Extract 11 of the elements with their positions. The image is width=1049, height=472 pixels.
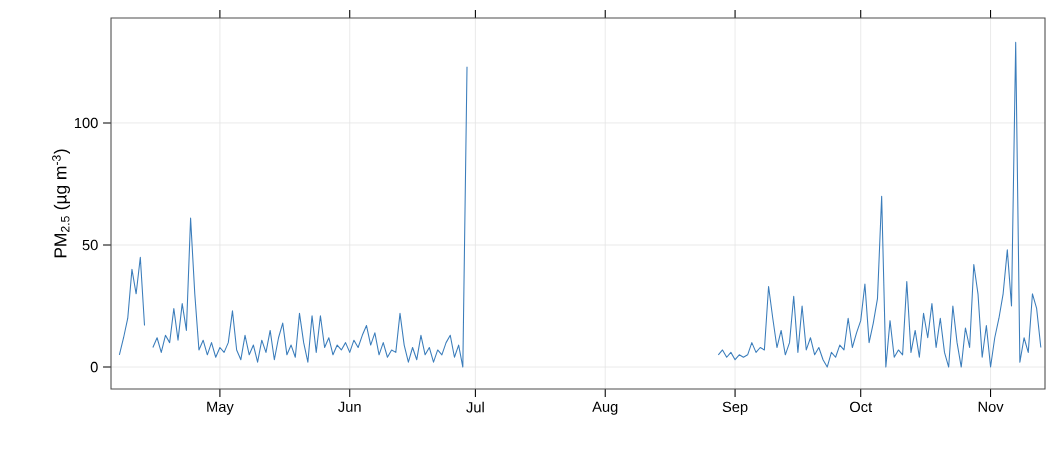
x-tick-label: Sep bbox=[722, 401, 748, 415]
x-tick-label: Oct bbox=[850, 401, 873, 413]
y-tick-label: 100 bbox=[74, 117, 98, 129]
x-tick-label: Jun bbox=[338, 401, 361, 412]
x-tick-label: May bbox=[207, 401, 234, 415]
y-tick-label: 50 bbox=[82, 239, 98, 251]
x-tick-label: Jul bbox=[466, 401, 484, 413]
y-tick-label: 0 bbox=[90, 361, 98, 373]
y-axis-title: PM$_{2.5}$ (µg m$^{-3}$) bbox=[52, 149, 70, 258]
x-tick-label: Nov bbox=[978, 401, 1004, 412]
x-tick-label: Aug bbox=[592, 401, 618, 415]
